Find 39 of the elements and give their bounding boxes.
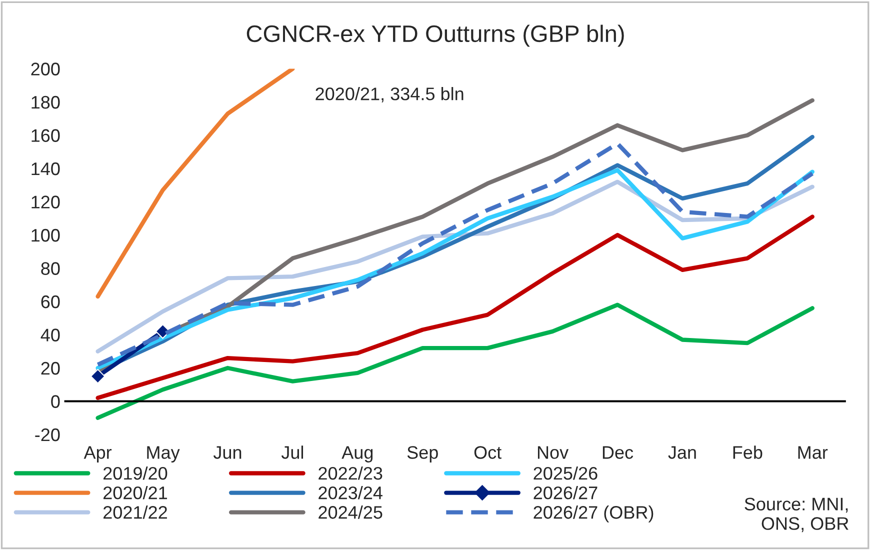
y-tick-label: 40	[40, 328, 60, 342]
legend-label: 2026/27	[534, 486, 598, 500]
y-tick-label: 200	[31, 62, 60, 76]
x-tick-label: Sep	[407, 446, 438, 462]
y-tick-label: -20	[35, 428, 60, 442]
x-tick-label: Jan	[668, 446, 696, 459]
x-tick-label: Feb	[733, 446, 762, 459]
legend-label: 2025/26	[534, 466, 598, 480]
legend-label: 2020/21	[104, 486, 167, 500]
legend-label: 2021/22	[104, 506, 167, 519]
x-tick-label: Mar	[798, 446, 828, 459]
y-tick-label: 140	[32, 162, 60, 176]
legend-label: 2026/27 (OBR)	[534, 506, 654, 522]
legend-label: 2022/23	[318, 466, 382, 480]
y-tick-label: 180	[32, 96, 60, 109]
y-tick-label: 120	[32, 196, 60, 208]
x-tick-label: Dec	[602, 446, 634, 459]
x-tick-label: Apr	[84, 446, 112, 462]
y-tick-label: 100	[32, 228, 60, 242]
y-tick-label: 20	[41, 362, 60, 375]
x-tick-label: Jul	[281, 446, 304, 459]
source-note: Source: MNI, ONS, OBR	[744, 498, 848, 532]
legend-label: 2024/25	[318, 506, 382, 519]
x-tick-label: Oct	[474, 446, 502, 459]
legend-label: 2019/20	[104, 466, 168, 480]
legend-label: 2023/24	[318, 486, 382, 500]
x-tick-label: Nov	[538, 446, 569, 459]
chart-title: CGNCR-ex YTD Outturns (GBP bln)	[246, 24, 624, 47]
line-series	[96, 68, 295, 299]
x-tick-label: May	[147, 446, 180, 462]
line-series	[96, 214, 814, 400]
x-tick-label: Jun	[213, 446, 242, 459]
y-tick-label: 80	[41, 262, 60, 275]
y-tick-label: 160	[32, 129, 60, 142]
annotation: 2020/21, 334.5 bln	[316, 87, 464, 102]
line-series	[96, 302, 814, 420]
y-tick-label: 60	[41, 295, 60, 308]
x-tick-label: Aug	[342, 446, 373, 462]
y-tick-label: 0	[51, 395, 60, 408]
